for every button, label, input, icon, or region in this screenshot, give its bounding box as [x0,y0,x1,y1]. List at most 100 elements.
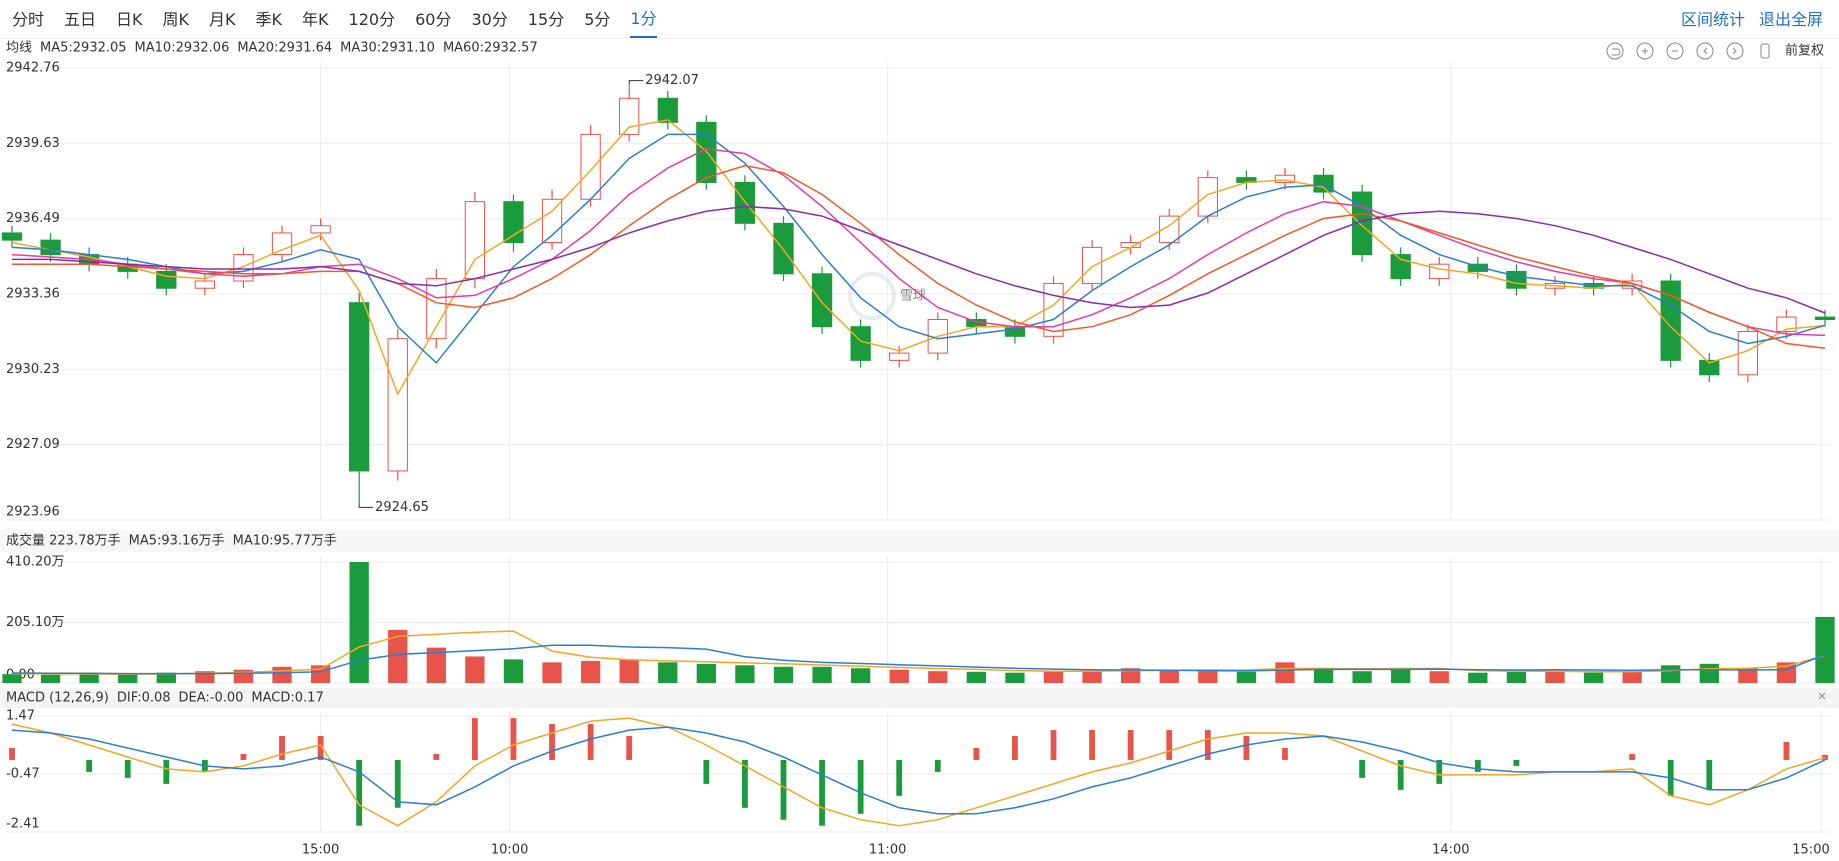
line-series [11,644,1826,675]
period-tab[interactable]: 5分 [584,9,611,29]
toolbar: 分时 五日 日K 周K 月K 季K 年K 120分 60分 30分 15分 5分 1分 区间统计 退出全屏 [0,0,1839,39]
action-link[interactable]: 区间统计 [1680,10,1745,29]
legend-title: MACD (12,26,9) [6,691,109,706]
y-tick-label: 2939.63 [6,136,60,151]
macd-bar [896,759,903,796]
zoom-in-icon[interactable] [1636,42,1654,60]
zoom-out-icon[interactable] [1666,42,1684,60]
volume-bar [580,660,601,683]
candle-body [464,201,486,280]
period-tab[interactable]: 月K [209,9,236,29]
candle-body [1,232,23,241]
close-icon[interactable] [1818,692,1826,700]
period-tab[interactable]: 五日 [64,9,97,29]
max-label: 2942.07 [645,73,699,88]
candle-body [1197,177,1218,217]
volume-bar [619,659,639,683]
candle-body [811,273,833,328]
macd-bar [742,759,748,808]
candle-body [773,222,794,275]
volume-bar [1043,671,1064,683]
legend-item: MA5:2932.05 [40,41,127,56]
macd-bar [587,724,594,760]
legend-item: MA10:95.77万手 [233,534,337,549]
volume-bar [773,666,794,683]
volume-bar [388,629,408,683]
volume-bar [1121,668,1141,683]
macd-bar [163,759,170,784]
candle-body [1814,316,1836,320]
period-tab[interactable]: 60分 [415,9,452,29]
macd-bar [1436,759,1443,784]
candle-body [233,254,254,282]
y-tick-label: 2923.96 [6,505,60,520]
candle-body [387,338,408,472]
max-pointer [628,80,644,85]
period-tab[interactable]: 周K [162,9,190,29]
volume-bar [696,663,716,683]
candle-body [194,280,216,289]
volume-header-bg [0,530,1839,552]
period-tab[interactable]: 年K [302,9,329,29]
volume-bar [1699,663,1719,683]
period-tab[interactable]: 15分 [527,9,565,29]
volume-bar [1545,671,1565,683]
macd-bar [124,759,131,778]
candle-body [1043,282,1064,337]
period-tab[interactable]: 1分 [630,1,657,38]
actions: 区间统计 退出全屏 [1681,0,1823,39]
macd-bar [1127,730,1134,760]
volume-bar [1429,671,1449,683]
volume-bar [1468,672,1488,683]
macd-bar [1166,730,1173,760]
macd-bar [1783,742,1790,760]
x-tick-label: 11:00 [869,843,906,858]
macd-bar [356,759,363,826]
legend-item: MA5:93.16万手 [129,534,225,549]
candle-body [619,97,640,135]
period-tab[interactable]: 日K [116,9,143,29]
volume-bar [503,659,524,683]
period-tab[interactable]: 分时 [12,9,45,29]
macd-header-bg [0,688,1839,708]
y-tick-label: 410.20万 [6,555,65,570]
candle-body [1699,359,1720,376]
line-series [12,164,1826,350]
macd-bar [1706,759,1713,790]
left-icon[interactable] [1696,42,1714,60]
volume-bar [465,656,485,683]
y-tick-label: 2930.23 [6,362,60,377]
period-tab[interactable]: 季K [255,9,283,29]
volume-bar [195,671,215,683]
line-series [11,717,1826,827]
period-tab[interactable]: 120分 [348,9,396,29]
y-tick-label: 2927.09 [6,437,60,452]
macd-bar [279,736,285,760]
fit-icon[interactable] [1760,43,1770,59]
macd-bar [1359,759,1365,778]
undo-icon[interactable] [1606,42,1624,60]
volume-bar [1082,669,1102,683]
period-tab[interactable]: 30分 [471,9,508,29]
volume-bar [1738,668,1758,683]
toolbar-icons [1606,42,1826,700]
action-link[interactable]: 退出全屏 [1758,10,1823,29]
volume-bar [1391,669,1411,683]
legend-item: MA60:2932.57 [443,41,538,56]
volume-bar [850,668,871,683]
adjust-label[interactable]: 前复权 [1785,43,1824,59]
right-icon[interactable] [1726,42,1744,60]
x-tick-label: 15:00 [1792,843,1829,858]
y-tick-label: -0.47 [6,767,40,782]
legend-item: MA20:2931.64 [237,41,332,56]
candle-body [1274,174,1296,183]
macd-bar [433,753,440,760]
macd-bar [86,759,93,772]
volume-bar [1622,671,1642,683]
volume-bar [118,674,138,683]
volume-bar [542,662,562,683]
legend-item: MA10:2932.06 [135,41,230,56]
volume-bar [658,662,678,683]
volume-bar [40,674,61,683]
